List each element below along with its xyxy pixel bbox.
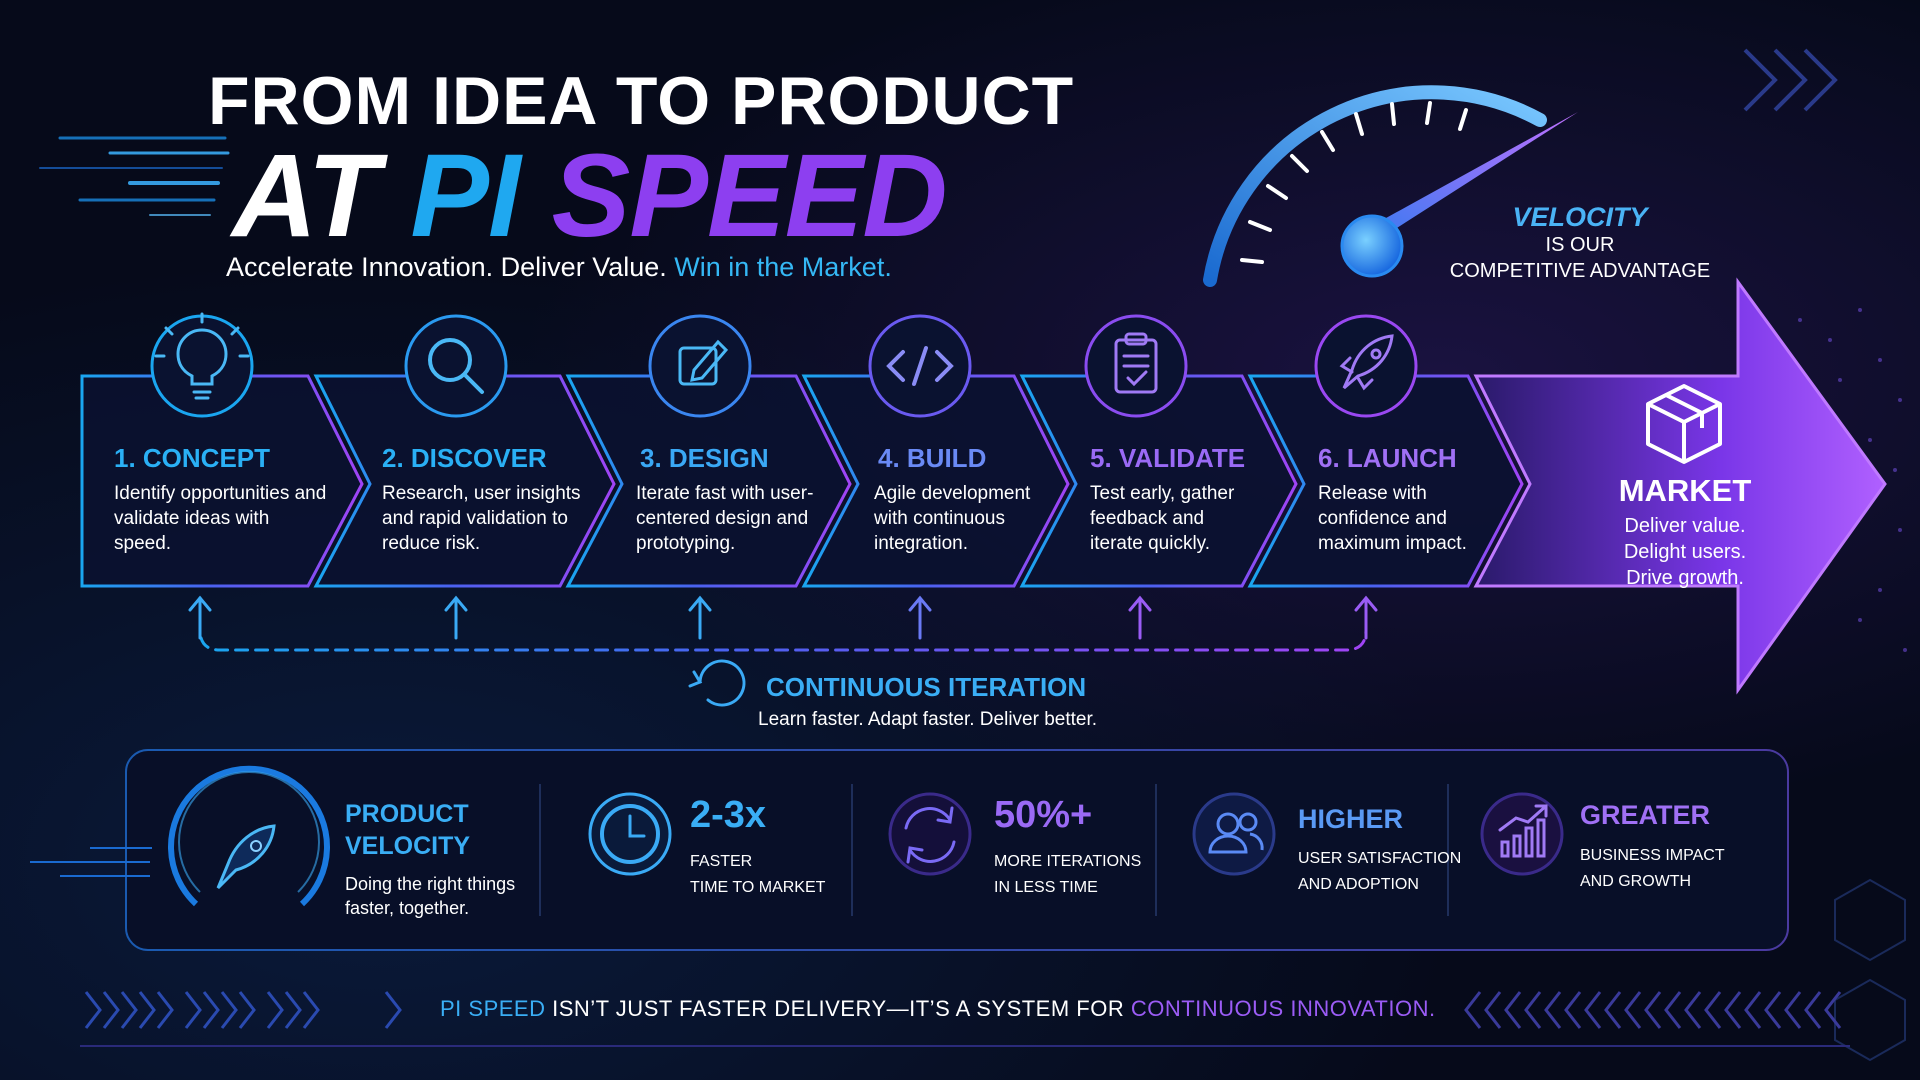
- step-desc-build: Agile development with continuous integr…: [874, 483, 1031, 554]
- users-icon: [1192, 792, 1276, 876]
- footer-innovation: CONTINUOUS INNOVATION.: [1130, 996, 1436, 1021]
- step-desc-concept: Identify opportunities and validate idea…: [114, 483, 327, 554]
- step-title-discover: 2. DISCOVER: [382, 443, 547, 473]
- magnifier-icon: [428, 338, 484, 394]
- iterations-cycle-icon: [888, 792, 972, 876]
- metric-satisfaction-desc: USER SATISFACTION AND ADOPTION: [1298, 846, 1461, 898]
- process-flow-bar: [80, 374, 1524, 588]
- metric-impact-line-1: BUSINESS IMPACT: [1580, 847, 1725, 864]
- metric-velocity-title-2: VELOCITY: [345, 832, 471, 860]
- tagline: Accelerate Innovation. Deliver Value. Wi…: [226, 252, 892, 283]
- metric-iterations-desc: MORE ITERATIONS IN LESS TIME: [994, 849, 1141, 901]
- title-pi: PI: [410, 130, 552, 262]
- metric-faster-value: 2-3x: [690, 794, 767, 836]
- metric-velocity-title-1: PRODUCT: [345, 800, 469, 828]
- step-title-concept: 1. CONCEPT: [114, 443, 271, 473]
- metric-dividers: [539, 784, 1449, 916]
- metric-impact-line-2: AND GROWTH: [1580, 873, 1692, 890]
- iteration-subtitle: Learn faster. Adapt faster. Deliver bett…: [758, 709, 1098, 730]
- iteration-title: CONTINUOUS ITERATION: [766, 672, 1087, 702]
- velocity-line-1: IS OUR: [1545, 234, 1615, 256]
- package-box-icon: [1646, 384, 1722, 464]
- hex-outline: [1834, 878, 1906, 1062]
- clock-icon: [588, 792, 672, 876]
- tagline-main: Accelerate Innovation. Deliver Value.: [226, 252, 675, 282]
- market-line-2: Delight users.: [1623, 541, 1747, 563]
- growth-chart-icon: [1480, 792, 1564, 876]
- step-desc-design: Iterate fast with user-centered design a…: [636, 483, 814, 554]
- step-title-launch: 6. LAUNCH: [1318, 443, 1457, 473]
- lightbulb-icon: [154, 312, 250, 400]
- velocity-line-2: COMPETITIVE ADVANTAGE: [1449, 260, 1711, 282]
- market-desc: Deliver value. Delight users. Drive grow…: [1590, 513, 1780, 591]
- tagline-highlight: Win in the Market.: [674, 252, 892, 282]
- metric-faster-line-2: TIME TO MARKET: [690, 879, 826, 896]
- market-line-1: Deliver value.: [1624, 515, 1746, 537]
- metric-satisfaction-value: HIGHER: [1298, 804, 1404, 834]
- market-title: MARKET: [1618, 473, 1752, 508]
- footer-middle: ISN’T JUST FASTER DELIVERY—IT’S A SYSTEM…: [545, 996, 1131, 1021]
- metric-velocity-line-1: Doing the right things: [345, 874, 516, 894]
- footer-chevrons-right-icon: [1464, 991, 1842, 1029]
- metric-iterations-line-1: MORE ITERATIONS: [994, 853, 1142, 870]
- clipboard-icon: [1114, 332, 1158, 394]
- title-at: AT: [232, 130, 411, 262]
- step-desc-discover: Research, user insights and rapid valida…: [382, 483, 581, 554]
- iteration-loop: [188, 595, 1378, 652]
- step-title-design: 3. DESIGN: [640, 443, 769, 473]
- footer-chevrons-left-icon: [84, 991, 402, 1029]
- metric-satisfaction-line-2: AND ADOPTION: [1298, 876, 1419, 893]
- metric-faster-line-1: FASTER: [690, 853, 753, 870]
- footer-statement: PI SPEED ISN’T JUST FASTER DELIVERY—IT’S…: [440, 996, 1436, 1022]
- metric-impact-desc: BUSINESS IMPACT AND GROWTH: [1580, 843, 1725, 895]
- step-title-validate: 5. VALIDATE: [1090, 443, 1246, 473]
- speedometer-gauge: [1203, 85, 1578, 287]
- corner-chevrons-icon: [1743, 48, 1838, 112]
- market-arrow: [1473, 277, 1887, 695]
- footer-pi-speed: PI SPEED: [440, 996, 546, 1021]
- metric-velocity-desc: Doing the right things faster, together.: [345, 872, 515, 920]
- speed-lines: [39, 136, 230, 216]
- step-title-build: 4. BUILD: [878, 443, 987, 473]
- rocket-icon: [1339, 334, 1394, 391]
- title-speed: SPEED: [551, 130, 948, 262]
- metric-impact-value: GREATER: [1580, 800, 1711, 830]
- velocity-headline: VELOCITY: [1512, 202, 1648, 232]
- metric-iterations-value: 50%+: [994, 794, 1093, 836]
- code-icon: [886, 346, 954, 386]
- market-line-3: Drive growth.: [1626, 567, 1744, 589]
- refresh-cycle-icon: [688, 659, 746, 707]
- metric-satisfaction-line-1: USER SATISFACTION: [1298, 850, 1462, 867]
- step-desc-launch: Release with confidence and maximum impa…: [1318, 483, 1467, 554]
- velocity-gauge-icon: [168, 765, 330, 907]
- title-line-2: AT PI SPEED: [232, 128, 948, 264]
- metric-faster-desc: FASTER TIME TO MARKET: [690, 849, 825, 901]
- title-line-1: FROM IDEA TO PRODUCT: [208, 63, 1075, 139]
- edit-pencil-icon: [678, 339, 729, 386]
- step-desc-validate: Test early, gather feedback and iterate …: [1090, 483, 1235, 554]
- speed-lines-small: [30, 847, 152, 877]
- metric-velocity-line-2: faster, together.: [345, 898, 470, 918]
- metric-iterations-line-2: IN LESS TIME: [994, 879, 1098, 896]
